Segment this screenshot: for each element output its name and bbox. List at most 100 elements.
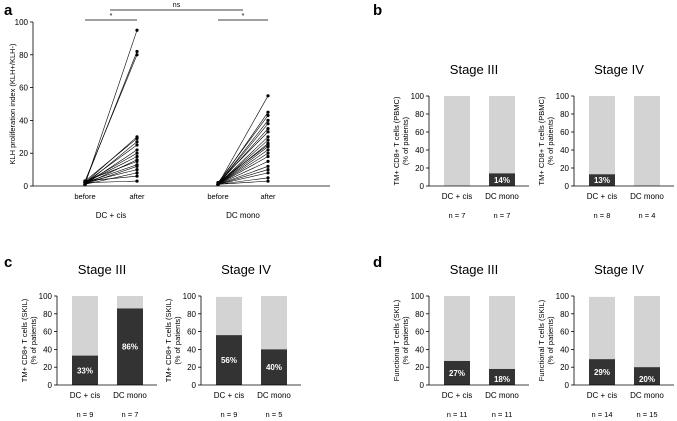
y-axis-label: TM+ CD8+ T cells (SKIL) [20,298,29,382]
chart-title: Stage IV [594,62,644,77]
after-point [266,176,270,180]
y-tick-label: 60 [187,328,196,337]
after-point [135,143,139,147]
group-label: DC + cis [96,211,126,220]
before-point [216,182,220,186]
sample-size-label: n = 9 [221,410,238,419]
after-point [266,94,270,98]
y-tick-label: 100 [411,92,425,101]
after-point [135,49,139,54]
y-axis-label: TM+ CD8+ T cells (PBMC) [537,96,546,185]
y-tick-label: 20 [187,363,196,372]
y-tick-label: 40 [415,146,424,155]
x-tick-label: DC + cis [214,391,244,400]
y-tick-label: 60 [560,328,569,337]
x-tick-label: DC mono [257,391,291,400]
after-point [266,127,270,131]
y-axis-label-units: (% of patients) [546,116,555,165]
x-tick-label: DC + cis [442,391,472,400]
paired-line [84,175,138,182]
y-tick-label: 100 [39,292,53,301]
y-tick-label: 0 [420,381,425,390]
after-point [135,53,139,57]
x-tick-label: DC mono [113,391,147,400]
chart-title: Stage III [450,262,498,277]
y-tick-label: 40 [19,116,28,125]
after-point [135,154,139,159]
y-axis-label: Functional T cells (SKIL) [392,299,401,381]
after-point [135,179,139,183]
sample-size-label: n = 7 [494,211,511,220]
y-tick-label: 0 [420,182,425,191]
after-point [266,171,270,175]
after-point [266,113,270,118]
paired-line [217,128,269,185]
after-point [135,164,139,168]
x-tick-label: DC + cis [587,192,617,201]
sample-size-label: n = 15 [636,410,657,419]
paired-line [217,166,269,185]
bar-total [489,96,515,186]
y-axis-label-units: (% of patients) [173,316,182,365]
x-tick-label: DC + cis [70,391,100,400]
bar-value-label: 40% [266,363,282,372]
y-axis-label-units: (% of patients) [401,316,410,365]
panel-letter-a: a [4,2,13,19]
bar-chart-d-stage-iv: Stage IV 29% DC + cis n = 14 20% DC mono n = 1… [537,262,674,419]
bar-positive [72,355,98,385]
bar-value-label: 29% [594,368,610,377]
bar-total [634,96,660,186]
sample-size-label: n = 11 [447,410,468,419]
bar-value-label: 14% [494,176,510,185]
after-point [135,171,139,175]
after-point [266,179,270,183]
paired-line [217,144,269,183]
y-axis-label: Functional T cells (SKIL) [537,299,546,381]
y-tick-label: 0 [48,381,53,390]
bar-positive [634,367,660,385]
bar-value-label: 27% [449,369,465,378]
after-point [266,118,270,122]
paired-line [84,164,138,184]
paired-line [217,146,269,185]
y-tick-label: 100 [411,292,425,301]
y-tick-label: 20 [560,363,569,372]
bar-value-label: 56% [221,356,237,365]
x-tick-label-before: before [74,192,95,201]
significance-label: * [110,13,113,20]
sample-size-label: n = 11 [492,410,513,419]
y-tick-label: 60 [560,128,569,137]
y-tick-label: 20 [415,164,424,173]
paired-line [217,152,269,185]
bar-positive [117,308,143,385]
y-tick-label: 60 [19,84,28,93]
y-tick-label: 100 [556,292,570,301]
y-tick-label: 20 [560,164,569,173]
y-axis-label: TM+ CD8+ T cells (PBMC) [392,96,401,185]
x-tick-label: DC mono [485,192,519,201]
sample-size-label: n = 9 [77,410,94,419]
y-tick-label: 100 [556,92,570,101]
y-tick-label: 40 [560,345,569,354]
paired-line [84,161,138,182]
bar-chart-d-stage-iii: Stage III 27% DC + cis n = 11 18% DC mono n = … [392,262,529,419]
bar-total [589,96,615,186]
group-label: DC mono [226,211,260,220]
x-tick-label: DC mono [630,391,664,400]
paired-line [84,141,138,185]
y-tick-label: 0 [565,381,570,390]
significance-label: ns [173,2,181,9]
paired-line [217,139,269,185]
after-point [135,28,139,32]
paired-line [84,180,138,184]
bar-positive [216,335,242,385]
paired-line [217,172,269,185]
bar-total [444,96,470,186]
y-tick-label: 40 [560,146,569,155]
x-tick-label-before: before [207,192,228,201]
after-point [135,148,139,152]
bar-chart-c-stage-iv: Stage IV 56% DC + cis n = 9 40% DC mono n = 5 0… [164,262,301,419]
after-point [266,110,270,114]
bar-chart-c-stage-iii: Stage III 33% DC + cis n = 9 86% DC mono n = 7… [20,262,157,419]
